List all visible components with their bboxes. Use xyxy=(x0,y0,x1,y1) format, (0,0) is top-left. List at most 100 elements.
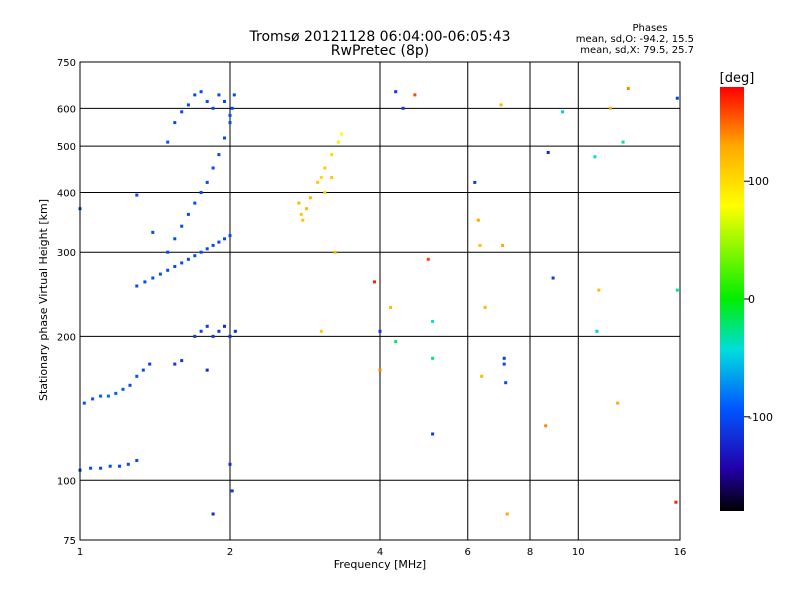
data-point xyxy=(118,464,121,468)
data-point xyxy=(223,100,226,103)
data-point xyxy=(211,243,215,247)
data-point xyxy=(217,153,221,157)
data-point xyxy=(233,329,237,333)
data-point xyxy=(173,237,177,241)
data-point xyxy=(675,96,679,100)
data-point xyxy=(82,401,86,405)
data-point xyxy=(504,381,508,385)
data-point xyxy=(135,284,139,288)
x-axis-ticks: 1 2 4 6 8 10 16 xyxy=(77,547,687,558)
data-point xyxy=(483,305,487,309)
data-point xyxy=(323,166,327,170)
x-tick-label: 8 xyxy=(527,547,533,558)
data-point xyxy=(621,140,625,144)
data-point xyxy=(330,153,334,157)
data-point xyxy=(608,106,612,110)
y-tick-label: 200 xyxy=(57,332,76,343)
data-point xyxy=(186,212,190,216)
colorbar-ticks: 100 0 -100 xyxy=(744,175,773,424)
data-point xyxy=(126,462,130,466)
data-point xyxy=(193,201,197,205)
data-point xyxy=(340,132,344,136)
data-point xyxy=(211,166,215,170)
data-point xyxy=(373,280,376,284)
data-point xyxy=(205,247,209,251)
data-point xyxy=(297,201,301,205)
data-point xyxy=(230,106,234,110)
y-tick-label: 600 xyxy=(57,104,76,115)
data-point xyxy=(166,140,170,144)
data-point xyxy=(173,265,177,268)
data-point xyxy=(173,362,177,366)
y-tick-label: 500 xyxy=(57,142,76,153)
chart-subtitle: RwPretec (8p) xyxy=(331,43,429,59)
data-point xyxy=(561,110,565,114)
data-point xyxy=(223,136,226,140)
data-point xyxy=(114,391,118,395)
data-point xyxy=(205,324,209,328)
data-point xyxy=(217,240,221,244)
data-point xyxy=(626,87,630,90)
data-point xyxy=(431,319,435,323)
y-axis-ticks: 75 100 200 300 400 500 600 750 xyxy=(57,58,76,547)
data-point xyxy=(193,93,197,97)
data-point xyxy=(478,243,482,247)
data-point xyxy=(211,512,215,516)
data-point xyxy=(389,305,393,309)
data-point xyxy=(593,155,597,159)
colorbar xyxy=(720,87,744,511)
data-point xyxy=(223,237,226,241)
data-point xyxy=(143,280,147,284)
data-point xyxy=(230,489,234,493)
data-point xyxy=(232,93,236,97)
data-point xyxy=(228,121,232,125)
data-point xyxy=(316,180,320,184)
data-point xyxy=(675,288,679,292)
data-point xyxy=(330,176,334,179)
x-axis-label: Frequency [MHz] xyxy=(334,558,426,571)
y-tick-label: 400 xyxy=(57,188,76,199)
data-point xyxy=(166,268,170,272)
data-point xyxy=(551,276,555,280)
x-tick-label: 2 xyxy=(227,547,233,558)
data-point xyxy=(151,230,155,234)
data-point xyxy=(228,234,232,238)
data-point xyxy=(319,176,323,179)
data-point xyxy=(319,329,323,333)
data-point xyxy=(394,90,398,94)
x-tick-label: 16 xyxy=(674,547,687,558)
data-point xyxy=(308,196,312,200)
data-point xyxy=(180,359,184,363)
data-point xyxy=(121,387,125,391)
data-point xyxy=(546,151,550,154)
data-point xyxy=(91,397,95,401)
data-point xyxy=(158,272,162,276)
data-point xyxy=(89,466,93,470)
y-tick-label: 750 xyxy=(57,58,76,69)
data-point xyxy=(217,329,221,333)
data-point xyxy=(674,500,678,504)
y-tick-label: 75 xyxy=(63,536,76,547)
x-tick-label: 4 xyxy=(377,547,383,558)
data-points xyxy=(78,87,679,516)
colorbar-tick-label: 0 xyxy=(748,293,755,306)
phase-stats-heading: Phases xyxy=(632,23,667,34)
data-point xyxy=(205,100,209,103)
data-point xyxy=(211,334,215,338)
y-tick-label: 300 xyxy=(57,248,76,259)
chart-title: Tromsø 20121128 06:04:00-06:05:43 xyxy=(249,29,511,45)
data-point xyxy=(299,212,303,216)
data-point xyxy=(228,113,232,117)
data-point xyxy=(597,288,601,292)
data-point xyxy=(205,180,209,184)
data-point xyxy=(180,224,184,228)
data-point xyxy=(378,329,382,333)
phase-stats-line1: mean, sd,O: -94.2, 15.5 xyxy=(576,34,694,45)
data-point xyxy=(173,121,177,125)
data-point xyxy=(431,356,435,360)
data-point xyxy=(228,462,232,466)
data-point xyxy=(501,243,505,247)
plot-grid xyxy=(80,62,680,540)
data-point xyxy=(502,362,506,366)
